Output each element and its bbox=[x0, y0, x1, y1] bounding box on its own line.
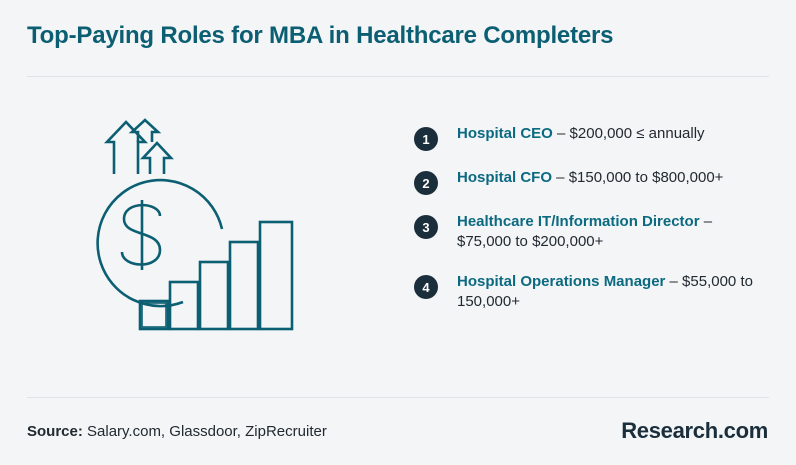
role-name: Hospital Operations Manager bbox=[457, 273, 666, 290]
role-name: Hospital CFO bbox=[457, 169, 553, 186]
source-text: Salary.com, Glassdoor, ZipRecruiter bbox=[82, 423, 327, 440]
role-text: Hospital CEO – $200,000 ≤ annually bbox=[457, 124, 767, 144]
bottom-divider bbox=[27, 397, 769, 398]
role-salary: – $150,000 to $800,000+ bbox=[552, 169, 724, 186]
top-divider bbox=[27, 76, 769, 77]
list-item: 1 Hospital CEO – $200,000 ≤ annually bbox=[414, 124, 774, 151]
role-name: Healthcare IT/Information Director bbox=[457, 213, 700, 230]
up-arrows-icon bbox=[103, 118, 174, 174]
role-name: Hospital CEO bbox=[457, 125, 553, 142]
list-item: 2 Hospital CFO – $150,000 to $800,000+ bbox=[414, 168, 774, 195]
rank-badge: 3 bbox=[414, 215, 438, 239]
brand-logo[interactable]: Research.com bbox=[621, 418, 768, 443]
page-title: Top-Paying Roles for MBA in Healthcare C… bbox=[27, 22, 614, 49]
rank-badge: 4 bbox=[414, 275, 438, 299]
list-item: 4 Hospital Operations Manager – $55,000 … bbox=[414, 272, 774, 312]
rank-badge: 2 bbox=[414, 171, 438, 195]
role-text: Hospital CFO – $150,000 to $800,000+ bbox=[457, 168, 767, 188]
source-note: Source: Salary.com, Glassdoor, ZipRecrui… bbox=[27, 423, 327, 440]
role-text: Healthcare IT/Information Director – $75… bbox=[457, 212, 767, 252]
role-text: Hospital Operations Manager – $55,000 to… bbox=[457, 272, 767, 312]
list-item: 3 Healthcare IT/Information Director – $… bbox=[414, 212, 774, 252]
role-salary: – $200,000 ≤ annually bbox=[552, 125, 705, 142]
dollar-coin-icon bbox=[96, 178, 224, 308]
role-salary: – $75,000 to $200,000+ bbox=[457, 213, 713, 250]
role-salary: – $55,000 to 150,000+ bbox=[457, 273, 753, 310]
rank-badge: 1 bbox=[414, 127, 438, 151]
growth-bars-icon bbox=[138, 220, 294, 331]
salary-growth-illustration bbox=[96, 118, 294, 331]
source-label: Source: bbox=[27, 423, 83, 440]
